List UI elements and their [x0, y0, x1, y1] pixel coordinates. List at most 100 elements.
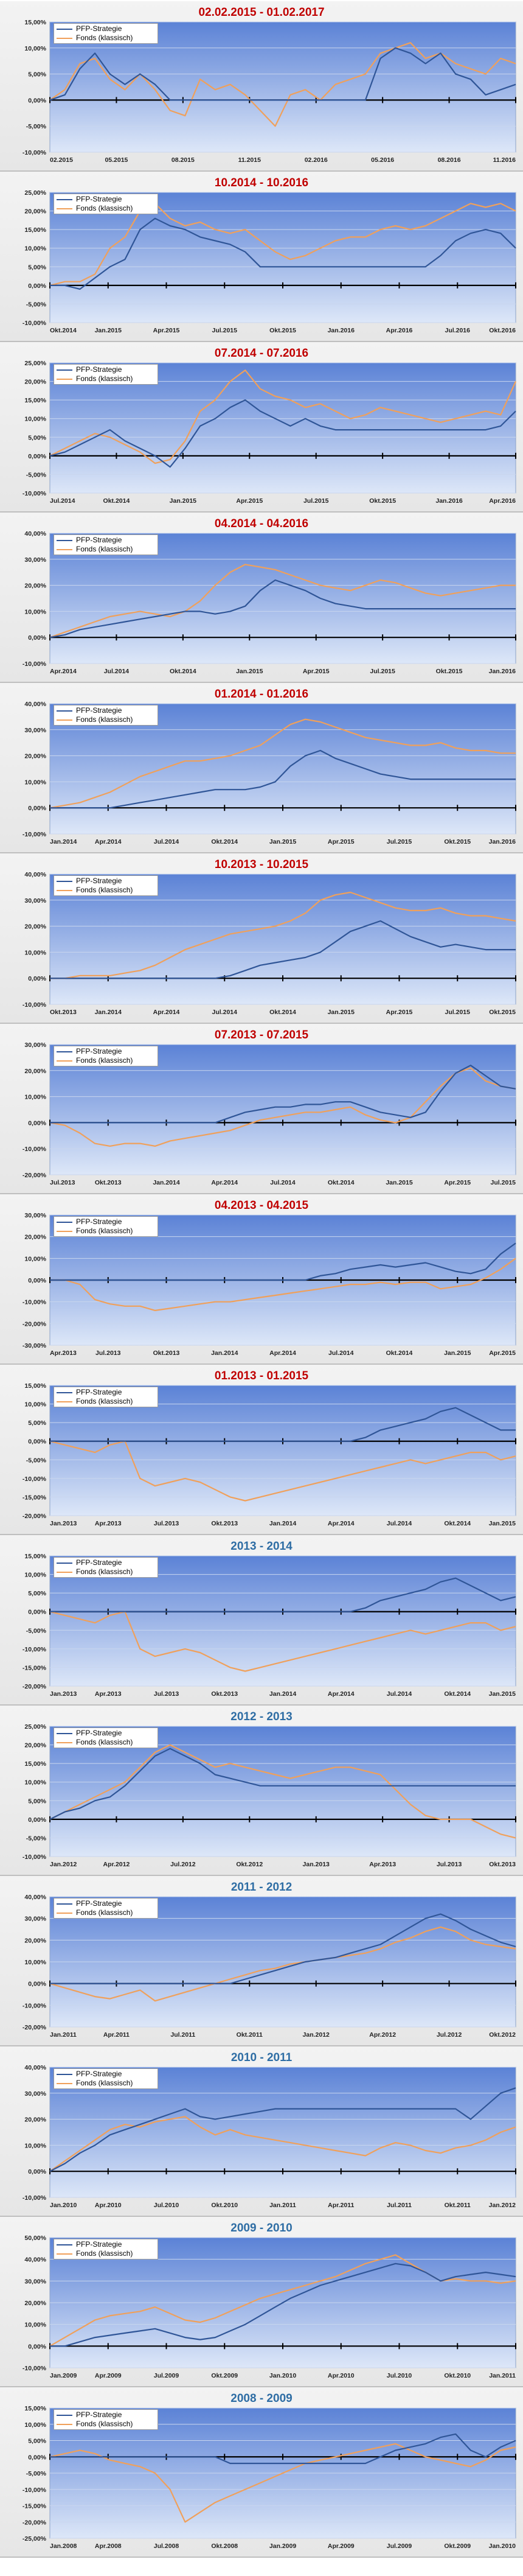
strategy-series-line — [50, 1913, 516, 1984]
y-tick-label: -5,00% — [26, 123, 47, 130]
legend-item: Fonds (klassisch) — [57, 33, 155, 43]
legend-item: Fonds (klassisch) — [57, 374, 155, 383]
strategy-series-line — [50, 2433, 516, 2465]
x-tick-label: Apr.2009 — [328, 2543, 355, 2550]
x-tick-label: Jul.2010 — [154, 2202, 179, 2209]
x-tick-label: Okt.2013 — [489, 1861, 516, 1868]
y-tick-label: 10,00% — [24, 416, 46, 423]
x-tick-label: Jul.2011 — [387, 2202, 412, 2209]
legend-swatch — [57, 710, 72, 712]
legend-swatch — [57, 1060, 72, 1062]
y-tick-label: 25,00% — [24, 1723, 46, 1731]
legend-swatch — [57, 1562, 72, 1564]
x-tick-label: Jan.2010 — [489, 2543, 516, 2550]
fund-series-line — [50, 891, 516, 979]
strategy-series-line — [50, 920, 516, 979]
x-tick-label: Okt.2014 — [328, 1179, 355, 1186]
y-tick-label: 20,00% — [24, 923, 46, 931]
x-tick-label: Jan.2015 — [170, 497, 197, 505]
chart-legend: PFP-Strategie Fonds (klassisch) — [54, 1727, 158, 1748]
y-tick-label: -10,00% — [23, 2002, 47, 2009]
x-tick-label: 05.2015 — [105, 156, 128, 164]
legend-item: Fonds (klassisch) — [57, 204, 155, 213]
x-tick-label: Apr.2015 — [444, 1179, 471, 1186]
y-tick-label: -20,00% — [23, 1172, 47, 1179]
x-tick-label: Jul.2014 — [387, 1690, 412, 1698]
y-tick-label: 0,00% — [28, 1981, 46, 1988]
y-tick-label: 40,00% — [24, 701, 46, 708]
chart-panel: 2009 - 2010 50,00% 40,00% 30,00% 20,00% 10,00… — [0, 2217, 523, 2387]
x-tick-label: Apr.2011 — [103, 2031, 130, 2039]
x-tick-label: Jan.2014 — [50, 838, 77, 845]
y-tick-label: -5,00% — [26, 301, 47, 308]
fund-series-line — [49, 369, 517, 464]
y-tick-label: 0,00% — [28, 1119, 46, 1127]
fund-series-line — [50, 1258, 516, 1311]
y-tick-label: 15,00% — [24, 19, 46, 26]
x-tick-label: Jan.2016 — [489, 838, 516, 845]
x-tick-label: Jan.2010 — [269, 2372, 297, 2379]
x-tick-label: Apr.2011 — [328, 2202, 354, 2209]
y-tick-label: -10,00% — [23, 1001, 47, 1009]
x-tick-label: Jan.2016 — [435, 497, 463, 505]
x-tick-label: Apr.2015 — [303, 668, 330, 675]
x-tick-label: Jul.2009 — [387, 2543, 412, 2550]
legend-label: Fonds (klassisch) — [76, 1397, 133, 1405]
chart-title: 2010 - 2011 — [230, 2051, 293, 2064]
x-tick-label: Okt.2011 — [445, 2202, 471, 2209]
x-tick-label: Okt.2011 — [237, 2031, 263, 2039]
y-tick-label: -5,00% — [26, 471, 47, 478]
y-tick-label: 10,00% — [24, 1779, 46, 1787]
y-tick-label: 10,00% — [24, 1959, 46, 1966]
x-tick-label: Jan.2014 — [153, 1179, 180, 1186]
x-tick-label: Apr.2010 — [95, 2202, 122, 2209]
y-tick-label: 0,00% — [28, 2343, 46, 2350]
y-tick-label: -20,00% — [23, 1320, 47, 1328]
chart-panel: 2012 - 2013 25,00% 20,00% 15,00% 10,00% 5,00%… — [0, 1706, 523, 1876]
x-tick-label: Jan.2011 — [489, 2372, 516, 2379]
x-tick-label: Apr.2015 — [328, 838, 355, 845]
legend-swatch — [57, 2082, 72, 2084]
y-tick-label: -10,00% — [23, 1475, 47, 1483]
y-tick-label: 5,00% — [28, 71, 46, 79]
y-tick-label: 10,00% — [24, 949, 46, 956]
x-tick-label: 08.2016 — [438, 156, 461, 164]
legend-label: Fonds (klassisch) — [76, 374, 133, 383]
legend-item: Fonds (klassisch) — [57, 1397, 155, 1406]
strategy-series-line — [50, 749, 516, 809]
legend-item: PFP-Strategie — [57, 365, 155, 374]
x-tick-label: Jul.2015 — [212, 327, 238, 334]
fund-series-line — [49, 2443, 516, 2523]
y-tick-label: -10,00% — [23, 490, 47, 497]
x-tick-label: Apr.2013 — [50, 1349, 77, 1357]
legend-swatch — [57, 2253, 72, 2255]
x-tick-label: Jul.2015 — [491, 1179, 516, 1186]
y-tick-label: -5,00% — [26, 1457, 47, 1464]
legend-label: Fonds (klassisch) — [76, 545, 133, 553]
y-tick-label: 20,00% — [24, 753, 46, 760]
y-tick-label: 0,00% — [28, 805, 46, 812]
x-tick-label: Jul.2013 — [437, 1861, 462, 1868]
y-tick-label: 0,00% — [28, 2168, 46, 2175]
legend-item: Fonds (klassisch) — [57, 1908, 155, 1917]
legend-swatch — [57, 1741, 72, 1743]
legend-label: Fonds (klassisch) — [76, 886, 133, 894]
legend-item: Fonds (klassisch) — [57, 545, 155, 554]
legend-swatch — [57, 1230, 72, 1232]
chart-legend: PFP-Strategie Fonds (klassisch) — [54, 1216, 158, 1237]
legend-item: PFP-Strategie — [57, 1558, 155, 1567]
x-tick-label: Jan.2012 — [50, 1861, 77, 1868]
legend-item: PFP-Strategie — [57, 706, 155, 715]
y-tick-label: 20,00% — [24, 2300, 46, 2307]
chart-title: 2013 - 2014 — [230, 1540, 293, 1553]
legend-label: PFP-Strategie — [76, 24, 122, 33]
strategy-series-line — [49, 2087, 516, 2172]
fund-series-line — [49, 718, 516, 809]
legend-label: PFP-Strategie — [76, 365, 122, 374]
y-tick-label: 5,00% — [28, 264, 46, 271]
x-tick-label: Jan.2015 — [328, 1009, 355, 1016]
y-tick-label: -15,00% — [23, 2503, 47, 2510]
legend-label: PFP-Strategie — [76, 1729, 122, 1737]
y-tick-label: 20,00% — [24, 379, 46, 386]
y-tick-label: 10,00% — [24, 45, 46, 52]
